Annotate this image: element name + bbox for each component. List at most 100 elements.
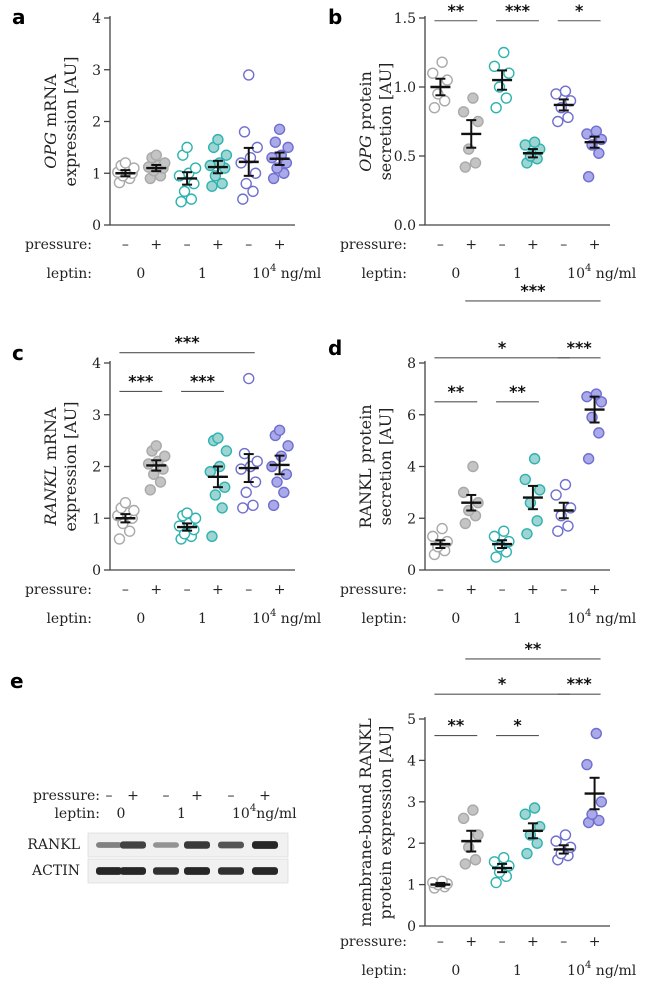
y-axis-label-text: protein (356, 71, 375, 135)
leptin-dose: 104 ng/ml (567, 263, 637, 282)
blot-band (218, 841, 244, 849)
blot-pressure-mark: – (106, 788, 113, 804)
y-tick-label: 2 (92, 115, 101, 131)
significance-stars: * (575, 1, 584, 20)
data-point (204, 159, 216, 172)
y-axis-label-line2: expression [AU] (61, 402, 80, 532)
leptin-dose-exponent: 4 (585, 960, 591, 971)
pressure-mark: + (465, 582, 477, 598)
pressure-mark: + (589, 237, 601, 253)
pressure-mark: – (122, 582, 129, 598)
data-point (427, 67, 439, 79)
data-point (490, 101, 502, 114)
y-tick-label: 5 (407, 712, 416, 728)
pressure-mark: – (560, 237, 567, 253)
y-tick-label: 4 (92, 11, 101, 27)
data-point (582, 170, 595, 183)
leptin-row-label: leptin: (361, 611, 407, 627)
leptin-dose: 0 (451, 963, 460, 979)
data-point (559, 85, 572, 97)
data-point (498, 525, 510, 537)
data-point (206, 180, 218, 192)
data-point (267, 172, 280, 185)
y-axis-label-line2: expression [AU] (61, 57, 80, 187)
leptin-dose-exponent: 4 (270, 263, 276, 274)
y-axis-label-line2: secretion [AU] (376, 408, 395, 526)
leptin-dose: 0 (136, 266, 145, 282)
blot-row-label: ACTIN (31, 863, 80, 879)
y-axis-label-text: mRNA (41, 407, 60, 465)
data-point (150, 149, 162, 161)
data-point (128, 504, 140, 517)
data-point (552, 115, 564, 128)
data-point (237, 193, 249, 205)
data-point (278, 486, 290, 499)
data-point (154, 476, 167, 488)
blot-band (218, 867, 244, 875)
data-point (238, 126, 251, 138)
data-point (436, 522, 448, 535)
data-point (528, 453, 541, 465)
y-axis-label-line1: RANKL protein (356, 404, 375, 528)
pressure-mark: – (499, 582, 506, 598)
pressure-mark: – (245, 582, 252, 598)
y-tick-label: 0 (92, 563, 101, 579)
y-axis-label-line1: membrane-bound RANKL (356, 718, 375, 927)
leptin-dose: 1 (513, 266, 522, 282)
data-point (562, 520, 574, 532)
chart-panel-c: 0 1 2 3 4 RANKL mRNA expression [AU] *** *** *** p… (25, 333, 322, 627)
data-point (441, 74, 453, 86)
pressure-row-label: pressure: (25, 582, 92, 598)
panel-label-b: b (328, 5, 342, 29)
pressure-mark: – (184, 582, 191, 598)
data-point (550, 88, 562, 100)
significance-stars: *** (567, 338, 593, 357)
data-point (159, 450, 171, 462)
y-tick-label: 0 (407, 563, 416, 579)
data-point (240, 177, 252, 190)
data-point (595, 396, 608, 408)
pressure-mark: + (150, 237, 162, 253)
y-tick-label: 3 (92, 63, 101, 79)
data-point (564, 841, 577, 854)
chart-panel-a: 0 1 2 3 4 OPG mRNA expression [AU] pressure: – + –… (25, 11, 322, 282)
data-point (159, 157, 171, 169)
data-point (428, 101, 441, 114)
data-point (282, 440, 294, 452)
data-point (498, 46, 510, 59)
blot-leptin-label: leptin: (54, 806, 100, 822)
significance-stars: * (498, 674, 507, 693)
y-tick-label: 2 (407, 836, 416, 852)
y-axis-label-text: membrane-bound RANKL (356, 718, 375, 927)
data-point (582, 453, 595, 465)
leptin-dose-exponent: 4 (270, 608, 276, 619)
blot-pressure-mark: + (191, 788, 203, 804)
y-axis-label-italic: OPG (41, 132, 60, 169)
pressure-mark: – (499, 237, 506, 253)
data-point (550, 489, 562, 501)
data-point (472, 115, 484, 128)
data-point (488, 60, 501, 73)
leptin-dose-exponent: 4 (585, 608, 591, 619)
panel-label-e: e (10, 669, 24, 693)
pressure-row-label: pressure: (340, 237, 407, 253)
data-point (531, 837, 543, 849)
significance-stars: ** (447, 382, 464, 401)
y-axis-label-italic: OPG (356, 135, 375, 172)
leptin-dose-base: 10 (252, 611, 270, 627)
y-tick-label: 1.0 (394, 80, 416, 96)
data-point (282, 141, 294, 154)
y-tick-label: 4 (92, 356, 101, 372)
data-point (467, 92, 479, 104)
data-point (581, 758, 593, 771)
data-point (469, 854, 482, 866)
data-point (521, 847, 533, 860)
blot-band (153, 842, 179, 848)
data-point (490, 551, 502, 563)
blot-pressure-mark: + (127, 788, 139, 804)
pressure-mark: + (589, 582, 601, 598)
blot-pressure-mark: – (163, 788, 170, 804)
